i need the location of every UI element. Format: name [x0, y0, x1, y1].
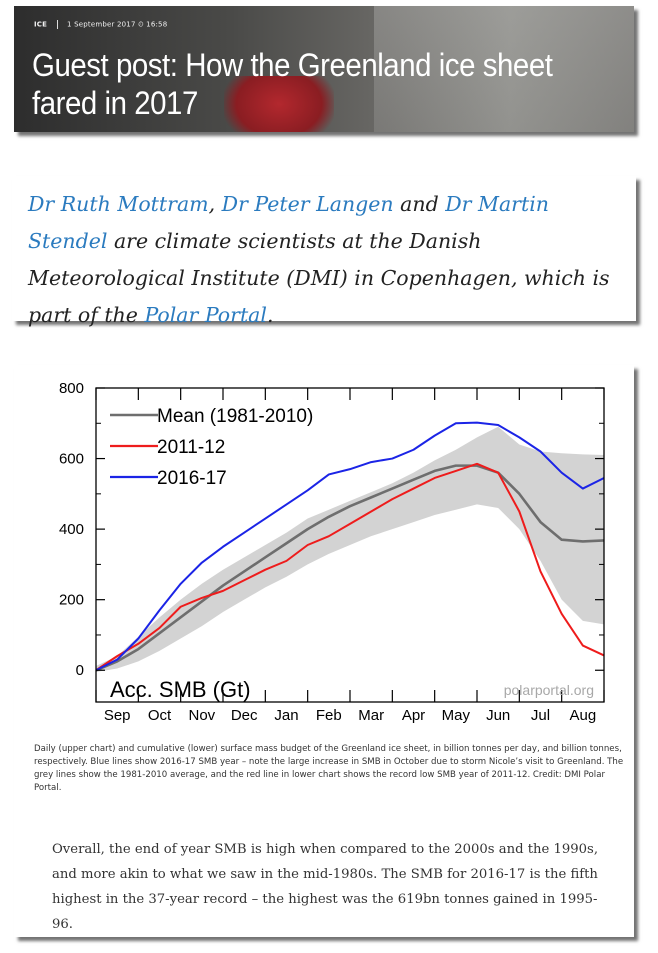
header-banner: ICE 1 September 2017 ⏲ 16:58 Guest post:…	[14, 6, 634, 132]
banner-snow-background	[374, 6, 634, 132]
series-line-2	[95, 421, 605, 672]
y-tick-label: 600	[59, 451, 84, 468]
y-tick-label: 800	[59, 380, 84, 397]
author-intro-card: Dr Ruth Mottram, Dr Peter Langen and Dr …	[12, 176, 636, 327]
smb-chart: 0 200 400 600 800 Sep Oct Nov Dec Jan Feb Mar Apr May…	[59, 380, 605, 724]
author-intro-text: Dr Ruth Mottram, Dr Peter Langen and Dr …	[12, 176, 636, 344]
inner-axis-label: Acc. SMB (Gt)	[110, 677, 251, 702]
x-tick-label: Oct	[148, 707, 172, 724]
intro-separator: ,	[208, 192, 222, 216]
x-tick-label: Nov	[188, 707, 215, 724]
series-line-0	[95, 464, 605, 672]
polar-portal-link[interactable]: Polar Portal	[144, 303, 267, 327]
post-meta: ICE 1 September 2017 ⏲ 16:58	[34, 20, 167, 30]
intro-separator: and	[393, 192, 446, 216]
y-tick-label: 400	[59, 521, 84, 538]
legend-label: 2016-17	[157, 468, 227, 489]
x-tick-label: Jan	[274, 707, 298, 724]
y-tick-label: 0	[76, 662, 84, 679]
chart-watermark: polarportal.org	[504, 682, 594, 698]
banner-person-photo	[224, 76, 334, 132]
variability-band	[96, 426, 604, 673]
y-tick-label: 200	[59, 592, 84, 609]
article-paragraph: Overall, the end of year SMB is high whe…	[52, 842, 599, 932]
x-tick-label: Feb	[316, 707, 342, 724]
legend-label: 2011-12	[157, 437, 225, 458]
post-date: 1 September 2017	[67, 20, 136, 29]
author-link-mottram[interactable]: Dr Ruth Mottram	[28, 192, 209, 216]
x-tick-label: Mar	[358, 707, 384, 724]
author-link-stendel[interactable]: Dr Martin Stendel	[28, 192, 549, 253]
legend-label: Mean (1981-2010)	[157, 406, 313, 427]
category-link[interactable]: ICE	[34, 20, 48, 29]
series-line-1	[95, 462, 605, 672]
x-tick-label: Jun	[486, 707, 510, 724]
x-tick-label: May	[442, 707, 471, 724]
author-link-langen[interactable]: Dr Peter Langen	[221, 192, 394, 216]
figure-caption: Daily (upper chart) and cumulative (lowe…	[34, 744, 624, 793]
x-tick-label: Sep	[104, 707, 131, 724]
x-tick-label: Dec	[231, 707, 258, 724]
x-tick-label: Jul	[531, 707, 550, 724]
intro-body-text: are climate scientists at the Danish Met…	[28, 229, 610, 327]
post-time: 16:58	[146, 20, 168, 29]
page-title: Guest post: How the Greenland ice sheet …	[32, 47, 553, 121]
clock-icon: ⏲	[138, 20, 144, 29]
meta-divider	[56, 20, 58, 29]
x-tick-label: Apr	[402, 707, 425, 724]
chart-card: 0 200 400 600 800 Sep Oct Nov Dec Jan Feb Mar Apr May…	[14, 365, 634, 937]
intro-end: .	[266, 303, 274, 327]
x-tick-label: Aug	[569, 707, 596, 724]
